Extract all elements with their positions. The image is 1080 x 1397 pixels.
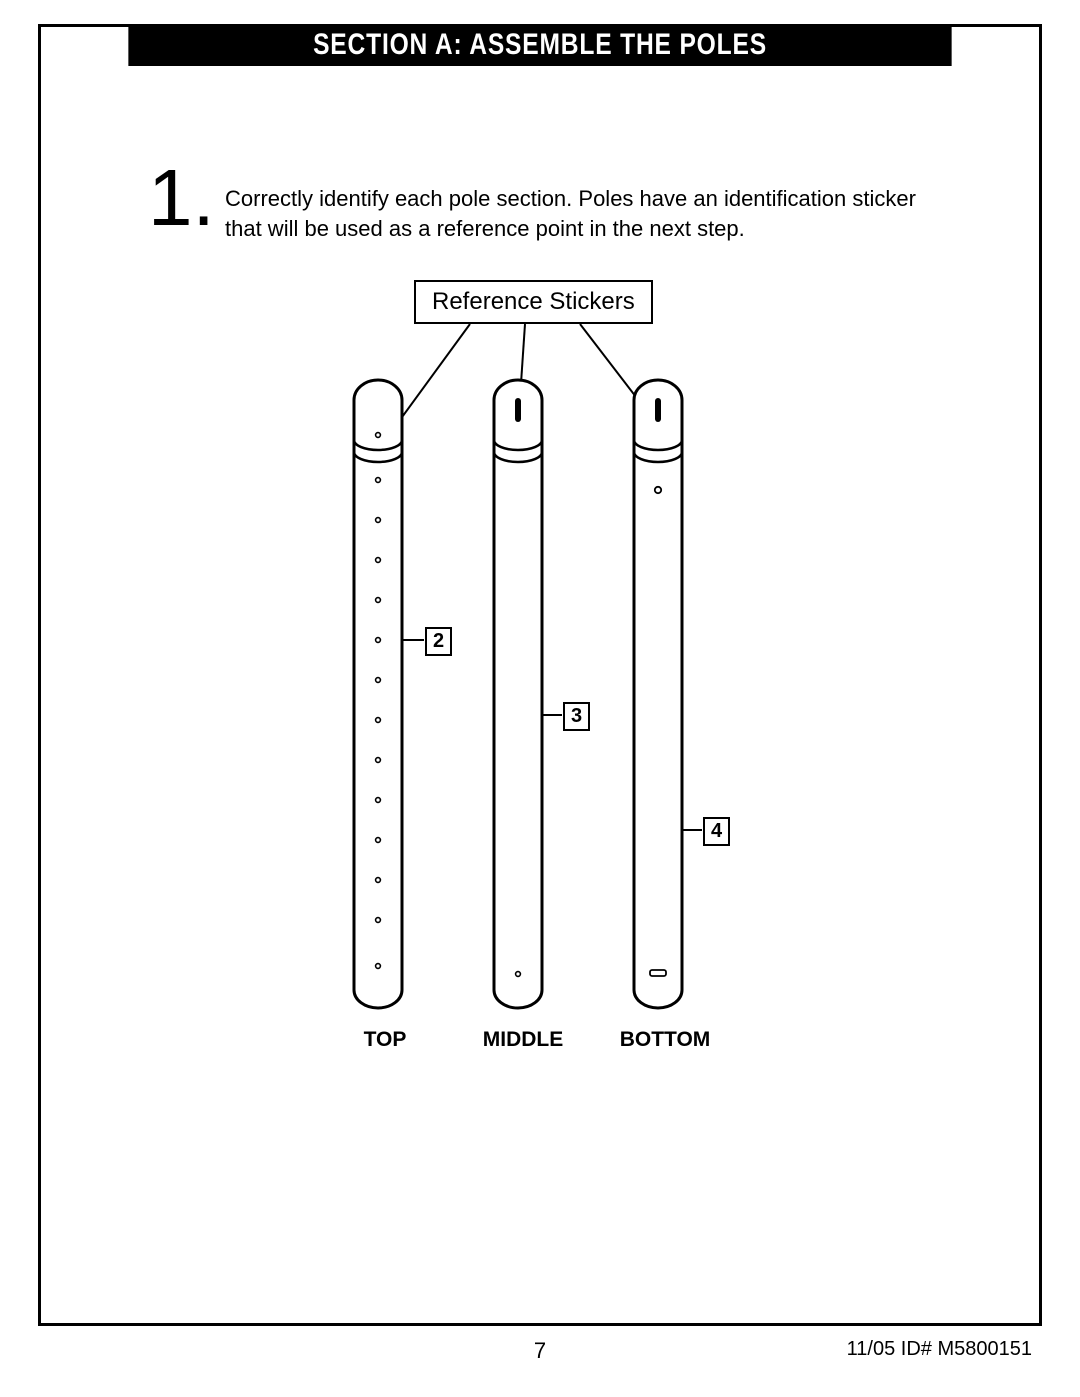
poles-diagram — [330, 280, 750, 1060]
footer-id: 11/05 ID# M5800151 — [847, 1338, 1032, 1361]
label-top: TOP — [350, 1028, 420, 1052]
step-instruction: Correctly identify each pole section. Po… — [225, 184, 925, 243]
pole-bottom — [634, 380, 702, 1008]
part-number-3: 3 — [563, 702, 590, 731]
pole-middle — [494, 380, 562, 1008]
label-middle: MIDDLE — [478, 1028, 568, 1052]
pole-top — [354, 380, 424, 1008]
section-title: SECTION A: ASSEMBLE THE POLES — [128, 24, 951, 66]
step-number: 1. — [148, 152, 215, 244]
label-bottom: BOTTOM — [615, 1028, 715, 1052]
part-number-2: 2 — [425, 627, 452, 656]
part-number-4: 4 — [703, 817, 730, 846]
